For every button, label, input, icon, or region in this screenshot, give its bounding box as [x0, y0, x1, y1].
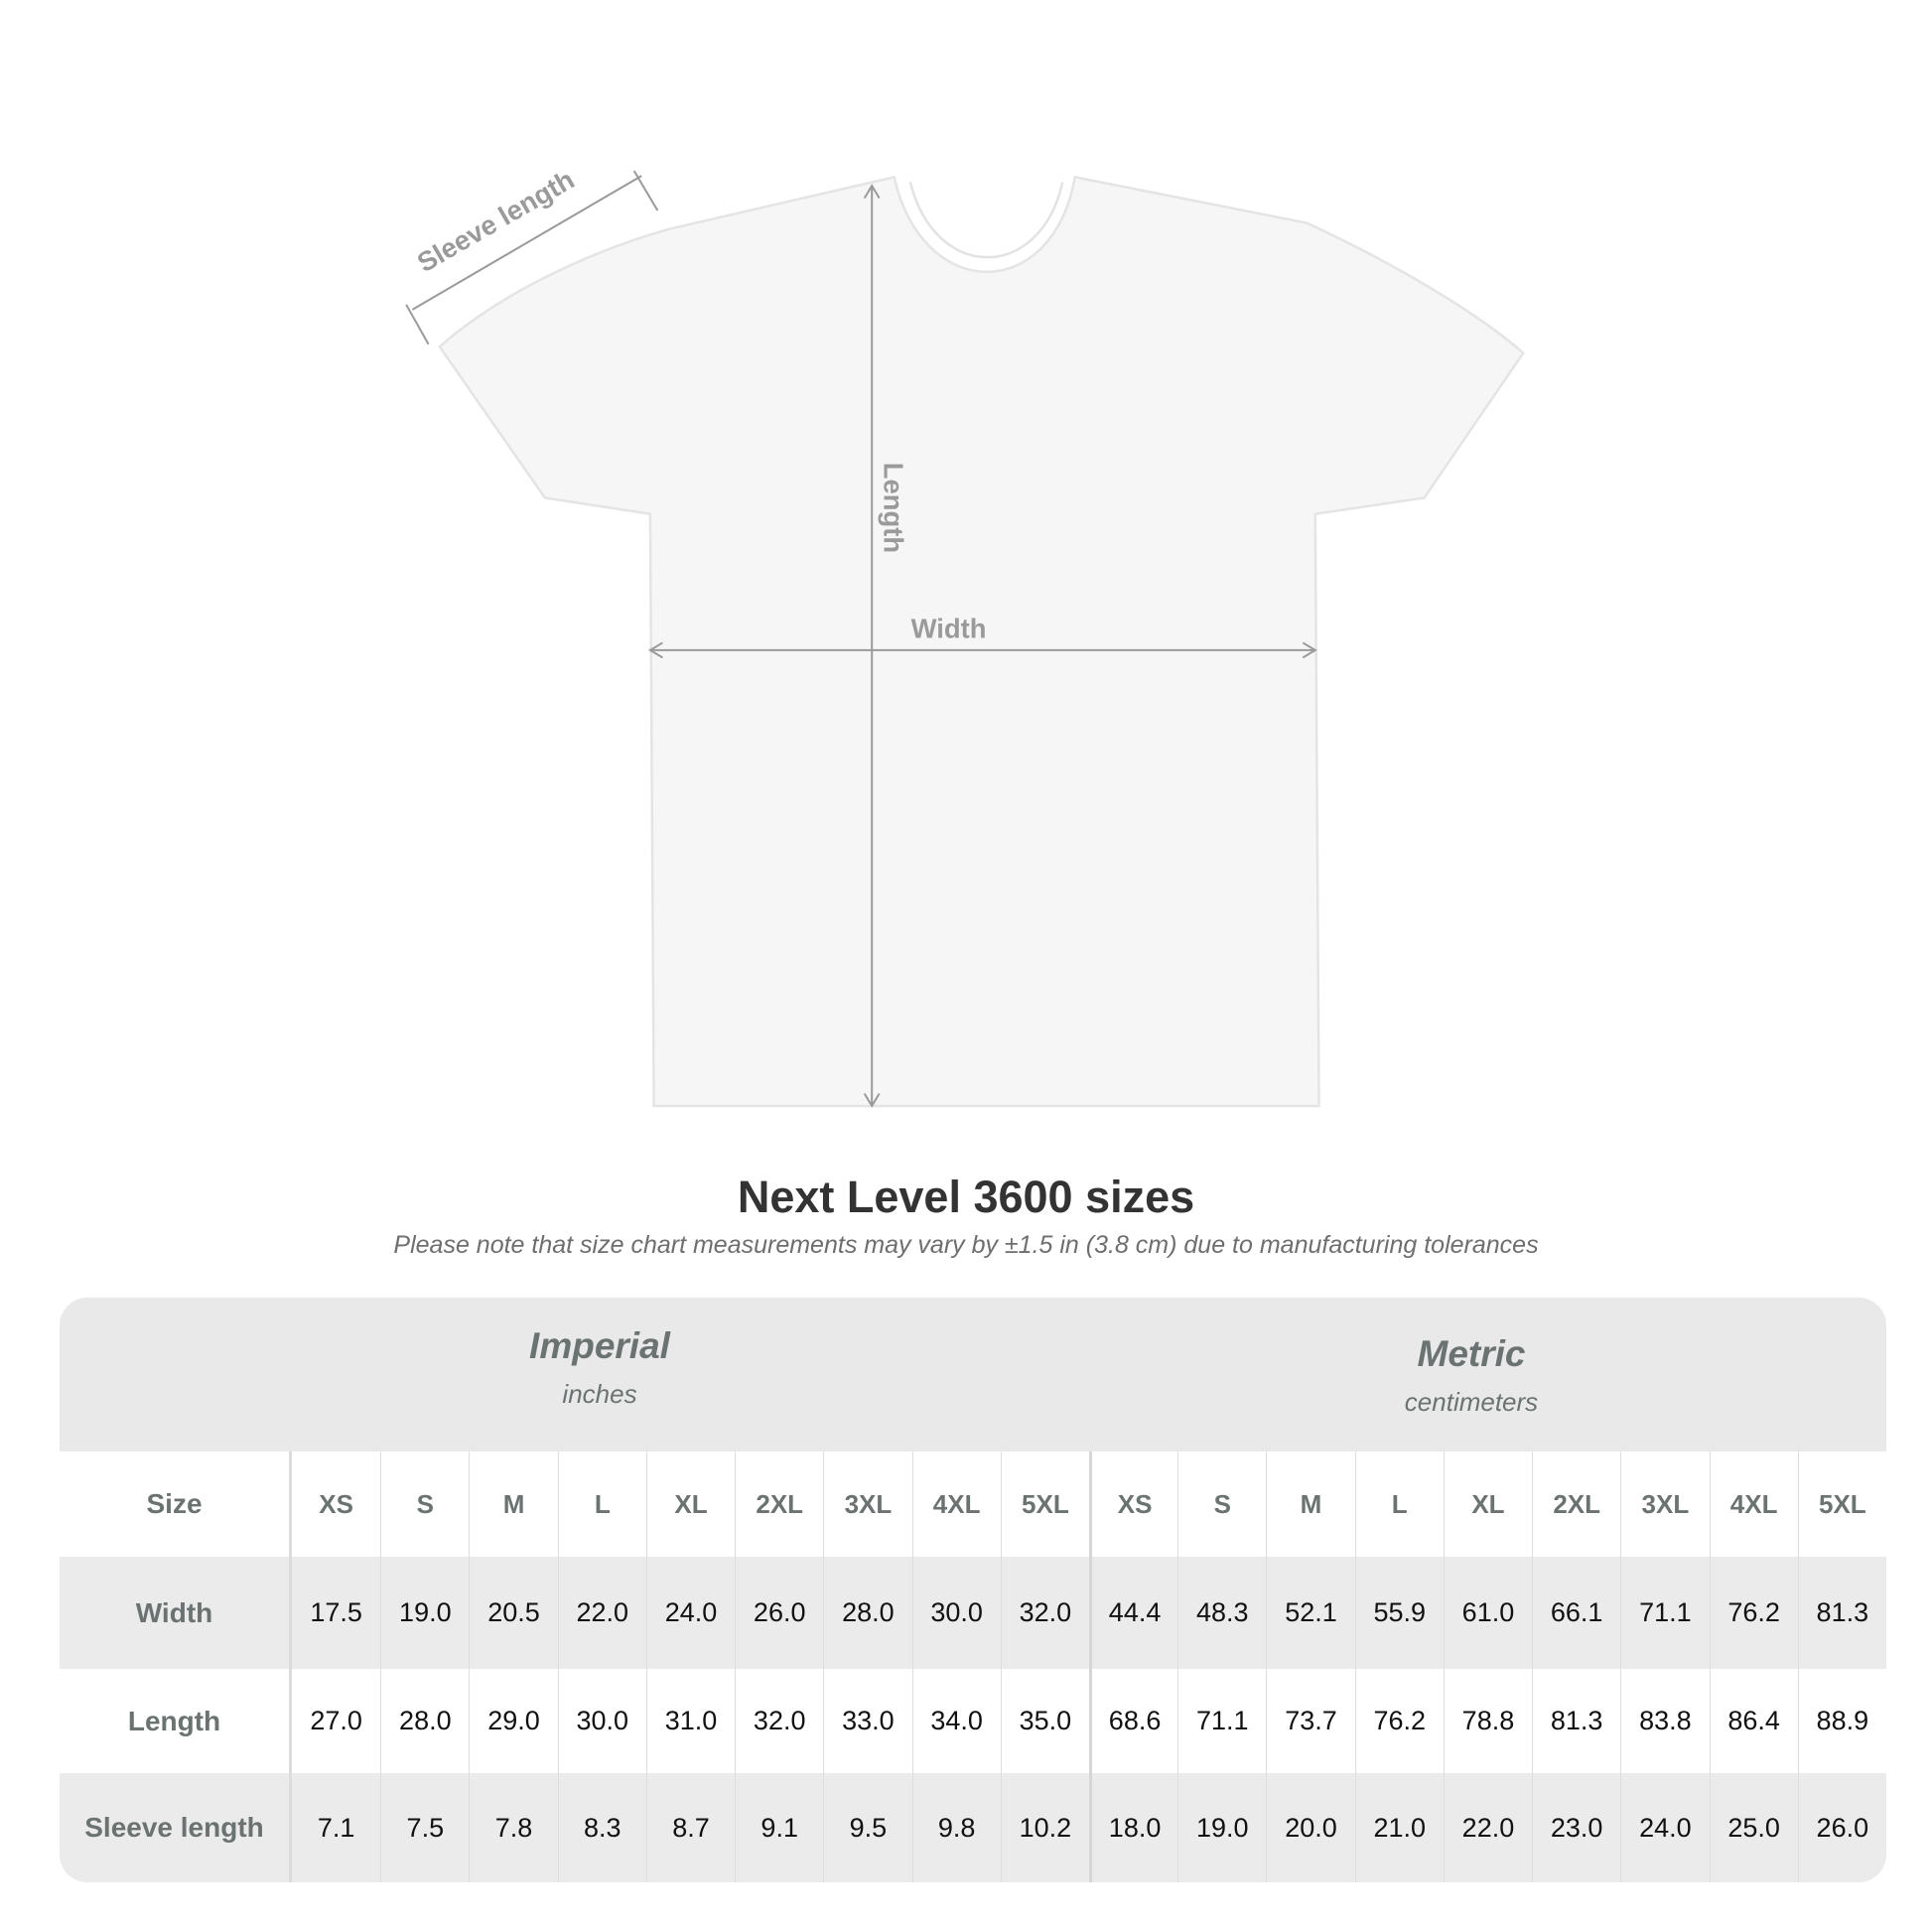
metric-header: Metric centimeters [1223, 1333, 1720, 1418]
size-header-cell: M [1266, 1451, 1354, 1557]
page-title: Next Level 3600 sizes [737, 1172, 1195, 1222]
value-cell: 66.1 [1532, 1557, 1620, 1669]
size-header-cell: M [469, 1451, 557, 1557]
size-header-cell: 2XL [735, 1451, 823, 1557]
value-cell: 23.0 [1532, 1773, 1620, 1882]
size-header-cell: XS [319, 1488, 353, 1519]
value-cell: 73.7 [1266, 1669, 1354, 1773]
imperial-header: Imperial inches [351, 1325, 848, 1410]
value-cell: 22.0 [1443, 1773, 1532, 1882]
value-cell: 48.3 [1177, 1557, 1266, 1669]
value-cell: 31.0 [645, 1669, 735, 1773]
size-header-cell: XL [1443, 1451, 1532, 1557]
value-cell: 78.8 [1443, 1669, 1532, 1773]
value-cell: 9.1 [735, 1773, 823, 1882]
row-label: Length [60, 1669, 292, 1773]
value-cell: 17.5 [310, 1597, 362, 1627]
row-label: Size [60, 1451, 292, 1557]
value-cell: 7.1 [317, 1812, 355, 1843]
row-label: Sleeve length [60, 1773, 292, 1882]
value-cell: 30.0 [557, 1669, 646, 1773]
units-header: Imperial inches Metric centimeters [60, 1298, 1886, 1451]
value-cell: 28.0 [380, 1669, 469, 1773]
metric-unit: centimeters [1404, 1387, 1539, 1417]
value-cell: 10.2 [1000, 1773, 1089, 1882]
length-label: Length [879, 463, 909, 553]
value-cell: 8.3 [557, 1773, 646, 1882]
value-cell: 86.4 [1709, 1669, 1798, 1773]
size-header-cell: 2XL [1532, 1451, 1620, 1557]
value-cell: 26.0 [735, 1557, 823, 1669]
value-cell: 76.2 [1354, 1669, 1444, 1773]
imperial-unit: inches [562, 1379, 637, 1409]
size-header-cell: 3XL [823, 1451, 911, 1557]
value-cell: 71.1 [1177, 1669, 1266, 1773]
value-cell: 52.1 [1266, 1557, 1354, 1669]
size-header-cell: 5XL [1797, 1451, 1886, 1557]
tolerance-note: Please note that size chart measurements… [393, 1231, 1539, 1259]
value-cell: 81.3 [1532, 1669, 1620, 1773]
value-cell: 9.8 [911, 1773, 1001, 1882]
size-header-cell: 5XL [1000, 1451, 1089, 1557]
value-cell: 24.0 [1620, 1773, 1709, 1882]
row-label: Width [60, 1557, 292, 1669]
size-row: Size XS S M L XL 2XL 3XL 4XL 5XL XS S M L XL 2XL 3XL 4XL 5… [60, 1451, 1886, 1557]
value-cell: 28.0 [823, 1557, 911, 1669]
value-cell: 29.0 [469, 1669, 557, 1773]
table-row: Length 27.0 28.0 29.0 30.0 31.0 32.0 33.0 34.0 35… [60, 1669, 1886, 1773]
value-cell: 27.0 [310, 1706, 362, 1735]
sleeve-arrow [411, 175, 642, 311]
value-cell: 81.3 [1797, 1557, 1886, 1669]
size-header-cell: L [557, 1451, 646, 1557]
value-cell: 7.5 [380, 1773, 469, 1882]
value-cell: 33.0 [823, 1669, 911, 1773]
value-cell: 8.7 [645, 1773, 735, 1882]
table-row: Sleeve length 7.1 7.5 7.8 8.3 8.7 9.1 9.5 9.8 10.… [60, 1773, 1886, 1882]
size-header-cell: XS [1088, 1451, 1177, 1557]
imperial-title: Imperial [529, 1325, 670, 1366]
tshirt-shape [438, 175, 1526, 1108]
value-cell: 26.0 [1797, 1773, 1886, 1882]
value-cell: 71.1 [1620, 1557, 1709, 1669]
width-label: Width [911, 613, 987, 643]
size-header-cell: S [380, 1451, 469, 1557]
value-cell: 18.0 [1088, 1773, 1177, 1882]
value-cell: 32.0 [735, 1669, 823, 1773]
value-cell: 24.0 [645, 1557, 735, 1669]
value-cell: 20.0 [1266, 1773, 1354, 1882]
value-cell: 76.2 [1709, 1557, 1798, 1669]
collar [908, 182, 1064, 259]
size-header-cell: XL [645, 1451, 735, 1557]
value-cell: 61.0 [1443, 1557, 1532, 1669]
value-cell: 22.0 [557, 1557, 646, 1669]
value-cell: 68.6 [1088, 1669, 1177, 1773]
value-cell: 19.0 [1177, 1773, 1266, 1882]
value-cell: 83.8 [1620, 1669, 1709, 1773]
value-cell: 44.4 [1088, 1557, 1177, 1669]
size-header-cell: 4XL [911, 1451, 1001, 1557]
value-cell: 30.0 [911, 1557, 1001, 1669]
table-row: Width 17.5 19.0 20.5 22.0 24.0 26.0 28.0 30.0 32.… [60, 1557, 1886, 1669]
value-cell: 20.5 [469, 1557, 557, 1669]
value-cell: 34.0 [911, 1669, 1001, 1773]
value-cell: 19.0 [380, 1557, 469, 1669]
size-header-cell: S [1177, 1451, 1266, 1557]
size-header-cell: L [1354, 1451, 1444, 1557]
size-header-cell: 3XL [1620, 1451, 1709, 1557]
value-cell: 21.0 [1354, 1773, 1444, 1882]
value-cell: 88.9 [1797, 1669, 1886, 1773]
value-cell: 35.0 [1000, 1669, 1089, 1773]
value-cell: 9.5 [823, 1773, 911, 1882]
value-cell: 55.9 [1354, 1557, 1444, 1669]
size-header-cell: 4XL [1709, 1451, 1798, 1557]
value-cell: 32.0 [1000, 1557, 1089, 1669]
size-table: Imperial inches Metric centimeters Size X… [60, 1298, 1886, 1882]
value-cell: 25.0 [1709, 1773, 1798, 1882]
metric-title: Metric [1417, 1333, 1526, 1374]
value-cell: 7.8 [469, 1773, 557, 1882]
